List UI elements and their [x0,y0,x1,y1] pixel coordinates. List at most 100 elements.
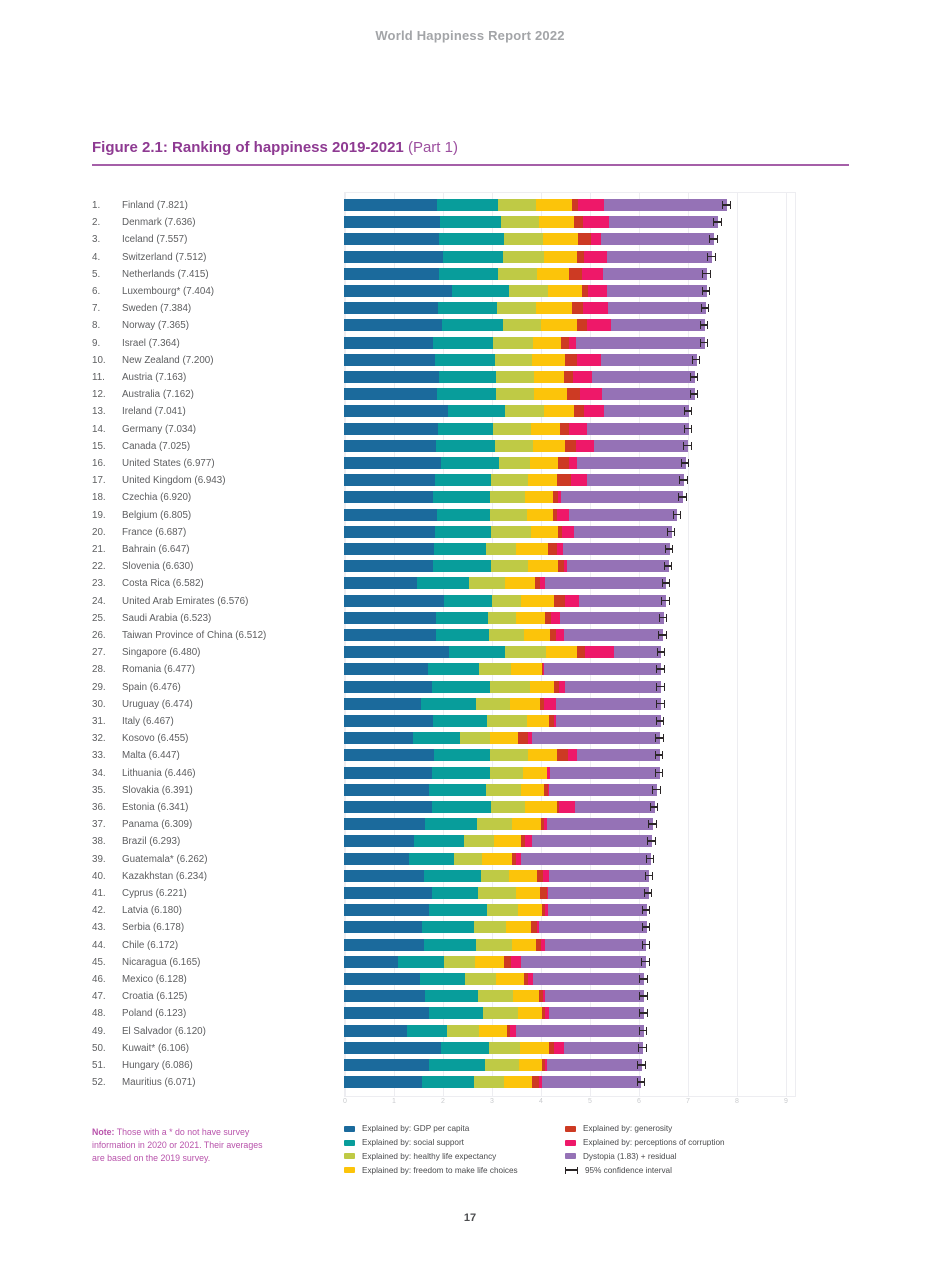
bar-segment-social_support [425,818,478,831]
confidence-interval-whisker [639,1009,648,1018]
country-label: Sweden (7.384) [122,303,192,315]
bar-segment-gdp [344,1024,408,1037]
bar-segment-freedom [529,457,558,469]
bar-segment-dystopia_residual [533,973,645,985]
bar-segment-social_support [438,371,496,383]
country-rank: 42. [92,905,106,917]
bar-segment-social_support [448,405,506,418]
title-rule [92,164,849,166]
bar-segment-gdp [344,371,439,383]
bar-segment-gdp [344,525,436,538]
bar-segment-dystopia_residual [544,990,645,1003]
bar-segment-generosity [578,233,592,246]
bar-segment-dystopia_residual [556,697,662,710]
bar-segment-social_support [439,267,499,280]
bar-segment-social_support [435,474,492,487]
country-row: 17. United Kingdom (6.943) [92,472,852,489]
bar-segment-generosity [558,560,565,573]
bar-segment-healthy_life_expectancy [464,973,497,985]
bar-segment-gdp [344,199,437,211]
bar-segment-corruption [545,1059,547,1071]
happiness-bar [344,921,647,934]
bar-segment-generosity [565,439,576,452]
confidence-interval-whisker [658,613,668,622]
bar-segment-social_support [428,1007,484,1020]
country-row: 25. Saudi Arabia (6.523) [92,610,852,627]
legend-item-gdp: Explained by: GDP per capita [344,1122,518,1136]
country-row: 32. Kosovo (6.455) [92,730,852,747]
happiness-bar [344,732,661,745]
bar-segment-freedom [529,680,554,693]
bar-segment-generosity [557,457,569,469]
confidence-interval-whisker [684,407,693,416]
bar-segment-healthy_life_expectancy [481,869,510,882]
happiness-bar [344,749,660,762]
bar-segment-gdp [344,474,436,487]
bar-segment-social_support [434,543,486,555]
axis-tick-label: 7 [686,1098,690,1105]
report-header: World Happiness Report 2022 [375,28,565,43]
country-row: 18. Czechia (6.920) [92,489,852,506]
country-rank: 15. [92,440,106,452]
country-label: Slovakia (6.391) [122,784,193,796]
bar-segment-freedom [513,990,539,1003]
bar-segment-corruption [542,663,544,676]
axis-tick-label: 3 [490,1098,494,1105]
confidence-interval-whisker [638,1026,648,1035]
bar-segment-freedom [517,1007,543,1020]
happiness-bar [344,371,695,383]
confidence-interval-whisker [639,975,648,983]
happiness-bar [344,319,705,332]
bar-segment-healthy_life_expectancy [493,336,534,349]
country-rank: 17. [92,475,106,487]
bar-segment-social_support [428,1059,485,1071]
bar-segment-generosity [544,783,549,796]
confidence-interval-whisker [700,304,710,313]
country-label: Poland (6.123) [122,1008,187,1020]
bar-segment-dystopia_residual [586,474,685,487]
bar-segment-dystopia_residual [592,371,695,383]
bar-segment-gdp [344,353,435,366]
confidence-interval-whisker [648,820,657,829]
legend-label: Explained by: perceptions of corruption [583,1138,725,1148]
happiness-bar [344,1024,644,1037]
bar-segment-corruption [582,267,603,280]
country-rank: 26. [92,630,106,641]
confidence-interval-whisker [655,717,665,725]
country-rank: 11. [92,372,105,383]
bar-segment-gdp [344,491,433,504]
bar-segment-generosity [545,611,551,624]
happiness-bar [344,508,678,521]
country-rank: 7. [92,303,101,315]
country-rank: 9. [92,337,101,349]
bar-segment-freedom [533,388,567,401]
bar-segment-dystopia_residual [600,233,715,246]
country-rank: 5. [92,268,101,280]
happiness-bar [344,439,689,452]
happiness-bar [344,852,651,865]
bar-segment-gdp [344,302,439,315]
country-label: Italy (6.467) [122,716,174,727]
bar-segment-gdp [344,508,437,521]
bar-segment-gdp [344,801,432,813]
bar-segment-corruption [553,715,557,727]
country-rank: 13. [92,406,106,418]
bar-segment-healthy_life_expectancy [491,801,526,813]
bar-segment-dystopia_residual [593,439,689,452]
bar-segment-generosity [574,405,584,418]
country-row: 37. Panama (6.309) [92,816,852,833]
country-row: 38. Brazil (6.293) [92,833,852,850]
happiness-bar [344,973,645,985]
bar-segment-healthy_life_expectancy [493,422,531,435]
country-rank: 4. [92,251,101,263]
bar-segment-corruption [510,1024,517,1037]
bar-segment-social_support [416,577,470,590]
bar-segment-gdp [344,629,437,641]
bar-segment-healthy_life_expectancy [486,904,518,917]
bar-segment-healthy_life_expectancy [447,1024,479,1037]
bar-segment-gdp [344,267,440,280]
bar-segment-gdp [344,732,413,745]
bar-segment-dystopia_residual [564,629,664,641]
confidence-interval-whisker [666,527,676,536]
bar-segment-gdp [344,319,442,332]
